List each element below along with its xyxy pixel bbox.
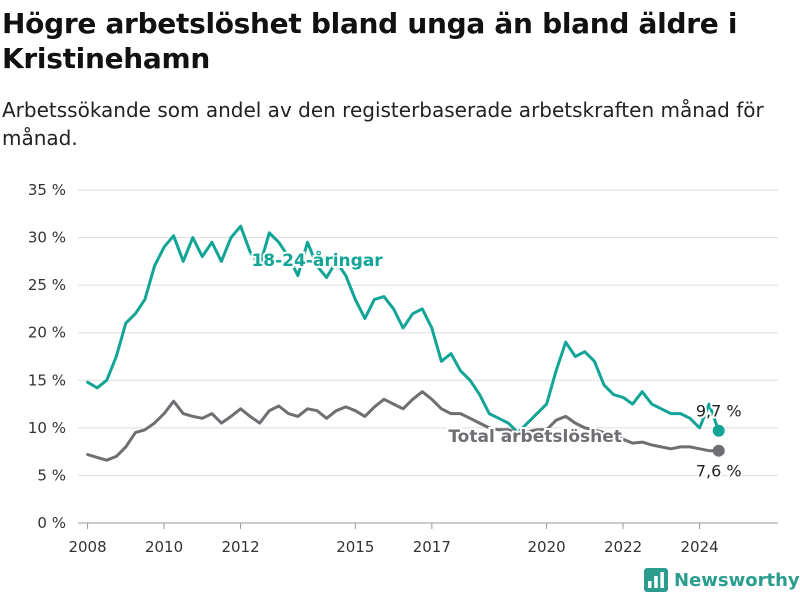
series-line-youth (86, 224, 721, 435)
y-tick-label: 0 % (37, 514, 66, 532)
series-label-total: Total arbetslöshet (448, 427, 622, 447)
x-tick-label: 2024 (680, 538, 718, 556)
y-tick-label: 15 % (28, 371, 66, 389)
newsworthy-logo: Newsworthy (644, 568, 800, 592)
series-label-youth: 18-24-åringar (251, 249, 383, 271)
axes: 0 % 5 % 10 % 15 % 20 % 25 % 30 % 35 % 2008 2010 20… (28, 181, 719, 556)
x-tick-label: 2015 (336, 538, 374, 556)
end-value-youth: 9,7 % (696, 402, 742, 421)
x-tick-label: 2010 (145, 538, 183, 556)
y-tick-label: 35 % (28, 181, 66, 199)
chart-title: Högre arbetslöshet bland unga än bland ä… (2, 7, 738, 75)
y-tick-label: 30 % (28, 229, 66, 247)
y-tick-label: 20 % (28, 324, 66, 342)
end-point-total (712, 444, 725, 457)
chart-subtitle: Arbetssökande som andel av den registerb… (2, 98, 764, 150)
brand-name: Newsworthy (674, 569, 800, 591)
bar-chart-logo-icon (644, 568, 668, 592)
x-tick-label: 2017 (413, 538, 451, 556)
series-lines (86, 224, 725, 462)
x-tick-label: 2012 (221, 538, 259, 556)
end-value-total: 7,6 % (696, 462, 742, 481)
series-line-total (86, 390, 721, 462)
x-tick-label: 2020 (527, 538, 565, 556)
y-tick-label: 10 % (28, 419, 66, 437)
gridlines (78, 189, 778, 524)
y-tick-label: 5 % (37, 466, 66, 484)
y-tick-label: 25 % (28, 276, 66, 294)
x-tick-label: 2022 (604, 538, 642, 556)
series-labels: 18-24-åringar Total arbetslöshet 9,7 % 7… (249, 247, 743, 483)
x-tick-label: 2008 (68, 538, 106, 556)
end-point-youth (712, 424, 725, 437)
